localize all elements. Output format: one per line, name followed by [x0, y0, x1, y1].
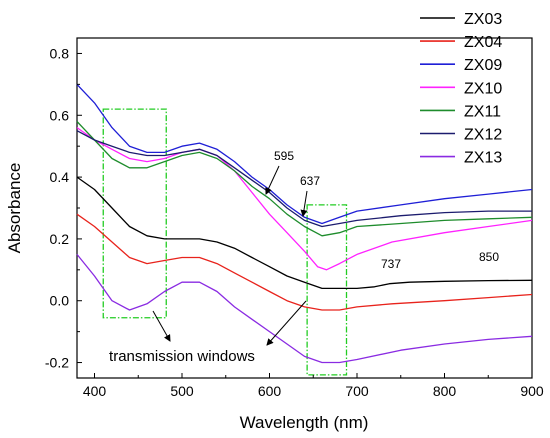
- legend-label-zx11: ZX11: [464, 103, 501, 120]
- x-tick-label: 700: [345, 383, 369, 399]
- y-tick-label: 0.4: [50, 169, 70, 185]
- series-line-zx10: [76, 127, 533, 271]
- transmission-window-box-1: [102, 108, 167, 319]
- x-tick-label: 500: [170, 383, 194, 399]
- arrow-595: [265, 165, 280, 195]
- arrow-window-left: [152, 310, 171, 342]
- series-line-zx04: [76, 213, 533, 311]
- x-tick-label: 800: [433, 383, 457, 399]
- y-tick-label: 0.0: [50, 293, 70, 309]
- transmission-windows-label: transmission windows: [109, 348, 255, 365]
- annotation-595: 595: [274, 149, 294, 163]
- x-tick-label: 600: [258, 383, 282, 399]
- arrow-window-right: [266, 300, 307, 346]
- y-tick-label: 0.8: [50, 45, 70, 61]
- legend-label-zx03: ZX03: [464, 11, 502, 28]
- legend-label-zx13: ZX13: [464, 150, 502, 167]
- series-line-zx11: [76, 121, 533, 237]
- legend-label-zx12: ZX12: [464, 127, 502, 144]
- transmission-window-boxes: [102, 108, 348, 376]
- legend-label-zx09: ZX09: [464, 57, 502, 74]
- x-axis-title: Wavelength (nm): [240, 413, 369, 432]
- series-line-zx03: [76, 176, 533, 290]
- arrow-637: [300, 190, 308, 217]
- transmission-window-box-2: [306, 204, 348, 376]
- annotation-850: 850: [479, 250, 499, 264]
- y-tick-label: -0.2: [45, 355, 69, 371]
- series-line-zx09: [76, 83, 533, 225]
- axis-ticks: 400 500 600 700 800 900 -0.2 0.0 0.2 0.4 0.6 0.8: [45, 45, 544, 399]
- y-tick-label: 0.2: [50, 231, 70, 247]
- annotation-737: 737: [381, 257, 401, 271]
- series-lines: [76, 83, 533, 364]
- legend: ZX03 ZX04 ZX09 ZX10 ZX11 ZX12 ZX13: [420, 11, 502, 167]
- y-tick-label: 0.6: [50, 107, 70, 123]
- legend-label-zx10: ZX10: [464, 80, 502, 97]
- annotation-637: 637: [300, 174, 320, 188]
- y-axis-title: Absorbance: [5, 163, 24, 254]
- series-line-zx13: [76, 253, 533, 364]
- x-tick-label: 400: [83, 383, 107, 399]
- x-tick-label: 900: [520, 383, 544, 399]
- series-line-zx12: [76, 130, 532, 228]
- annotations: 595 637 737 850 transmission windows: [109, 149, 499, 365]
- legend-label-zx04: ZX04: [464, 34, 502, 51]
